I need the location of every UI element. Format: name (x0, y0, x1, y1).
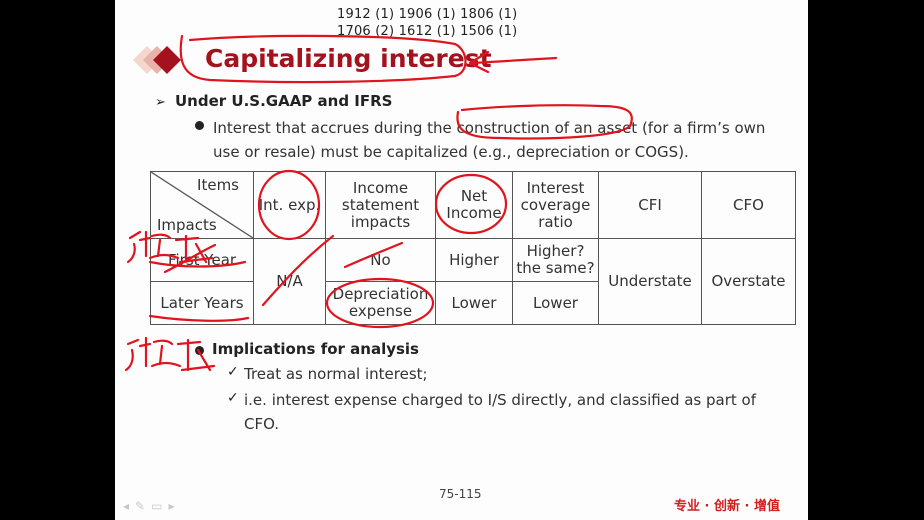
implication-item-1: Treat as normal interest; (244, 365, 428, 383)
reference-numbers-line-2: 1706 (2) 1612 (1) 1506 (1) (337, 24, 518, 39)
header-coverage-ratio: Interest coverage ratio (512, 171, 599, 239)
implication-item-2: i.e. interest expense charged to I/S dir… (244, 391, 756, 433)
cell-later-years-income-statement: Depreciation expense (325, 281, 436, 325)
header-int-exp: Int. exp. (253, 171, 326, 239)
menu-icon[interactable]: ▭ (151, 499, 169, 513)
prev-icon[interactable]: ◂ (123, 499, 136, 513)
subheading: ➢ Under U.S.GAAP and IFRS (155, 92, 392, 110)
cell-cfi: Understate (598, 238, 702, 325)
corner-items-label: Items (197, 176, 239, 194)
player-controls: ◂✎▭▸ (123, 499, 180, 513)
subheading-text: Under U.S.GAAP and IFRS (175, 92, 393, 110)
cell-first-year-income-statement: No (325, 238, 436, 282)
next-icon[interactable]: ▸ (168, 499, 181, 513)
diamond-bullets-icon (133, 46, 181, 74)
cell-int-exp: N/A (253, 238, 326, 325)
row-label-first-year: First Year (150, 238, 254, 282)
cell-first-year-coverage: Higher? the same? (512, 238, 599, 282)
cell-cfo: Overstate (701, 238, 796, 325)
capitalization-rule-text: Interest that accrues during the constru… (213, 119, 766, 161)
row-label-later-years: Later Years (150, 281, 254, 325)
impact-table: Items Impacts Int. exp. Income statement… (150, 171, 796, 325)
reference-numbers-line-1: 1912 (1) 1906 (1) 1806 (1) (337, 7, 518, 22)
diagonal-divider (151, 172, 253, 238)
cell-later-years-coverage: Lower (512, 281, 599, 325)
page-number: 75-115 (439, 487, 482, 501)
title-row: Capitalizing interest (133, 43, 553, 79)
header-cfo: CFO (701, 171, 796, 239)
brand-slogan: 专业 · 创新 · 增值 (674, 499, 780, 514)
arrow-bullet-icon: ➢ (155, 95, 166, 110)
corner-impacts-label: Impacts (157, 216, 217, 234)
bullet-dot-icon (195, 346, 204, 355)
checkmark-icon: ✓ (227, 390, 239, 406)
cell-later-years-net-income: Lower (435, 281, 513, 325)
header-income-statement: Income statement impacts (325, 171, 436, 239)
slide-title: Capitalizing interest (205, 44, 492, 73)
header-net-income: Net Income (435, 171, 513, 239)
implications-heading: Implications for analysis (212, 340, 419, 358)
capitalization-rule: Interest that accrues during the constru… (193, 116, 783, 164)
cell-first-year-net-income: Higher (435, 238, 513, 282)
table-corner-cell: Items Impacts (150, 171, 254, 239)
header-cfi: CFI (598, 171, 702, 239)
slide: 1912 (1) 1906 (1) 1806 (1) 1706 (2) 1612… (115, 0, 808, 520)
pen-icon[interactable]: ✎ (135, 499, 152, 513)
checkmark-icon: ✓ (227, 364, 239, 380)
bullet-dot-icon (195, 121, 204, 130)
